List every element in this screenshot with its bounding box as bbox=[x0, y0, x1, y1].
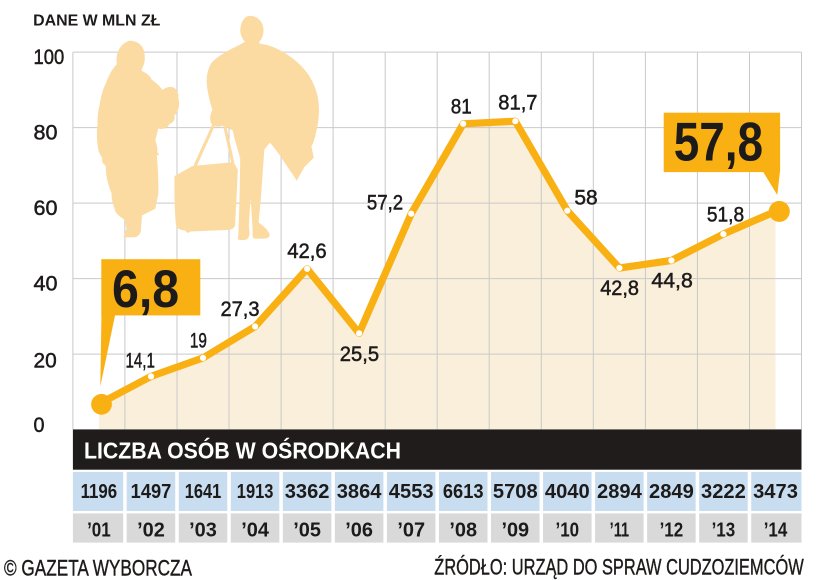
svg-text:20: 20 bbox=[34, 349, 57, 373]
svg-text:3222: 3222 bbox=[701, 480, 746, 503]
svg-text:25,5: 25,5 bbox=[340, 343, 379, 366]
svg-text:ŹRÓDŁO: URZĄD DO SPRAW CUDZOZI: ŹRÓDŁO: URZĄD DO SPRAW CUDZOZIEMCÓW bbox=[434, 554, 804, 579]
svg-text:1641: 1641 bbox=[185, 480, 222, 503]
svg-text:’13: ’13 bbox=[712, 519, 736, 542]
svg-text:6,8: 6,8 bbox=[112, 260, 179, 319]
svg-text:0: 0 bbox=[34, 413, 45, 437]
svg-text:4553: 4553 bbox=[389, 480, 434, 503]
svg-text:’09: ’09 bbox=[501, 519, 529, 542]
svg-text:’02: ’02 bbox=[137, 519, 165, 542]
svg-text:’07: ’07 bbox=[397, 519, 425, 542]
svg-text:14,1: 14,1 bbox=[126, 350, 155, 373]
svg-text:’03: ’03 bbox=[189, 519, 217, 542]
svg-text:40: 40 bbox=[34, 272, 58, 296]
svg-text:’10: ’10 bbox=[556, 519, 580, 542]
svg-text:’12: ’12 bbox=[660, 519, 684, 542]
svg-text:3362: 3362 bbox=[285, 480, 330, 503]
svg-text:6613: 6613 bbox=[443, 480, 484, 503]
svg-text:’05: ’05 bbox=[293, 519, 321, 542]
svg-text:’06: ’06 bbox=[345, 519, 373, 542]
svg-text:’01: ’01 bbox=[87, 519, 111, 542]
svg-text:5708: 5708 bbox=[493, 480, 538, 503]
svg-text:58: 58 bbox=[574, 186, 597, 209]
svg-text:51,8: 51,8 bbox=[707, 203, 744, 226]
svg-text:4040: 4040 bbox=[545, 480, 590, 503]
svg-text:60: 60 bbox=[34, 196, 58, 220]
svg-text:2849: 2849 bbox=[649, 480, 694, 503]
svg-text:1913: 1913 bbox=[237, 480, 274, 503]
svg-text:100: 100 bbox=[34, 45, 65, 69]
svg-text:3864: 3864 bbox=[337, 480, 382, 503]
svg-text:LICZBA OSÓB W OŚRODKACH: LICZBA OSÓB W OŚRODKACH bbox=[84, 437, 401, 464]
svg-text:42,6: 42,6 bbox=[287, 240, 326, 263]
svg-text:’04: ’04 bbox=[241, 519, 269, 542]
svg-text:’11: ’11 bbox=[610, 519, 630, 542]
svg-text:57,8: 57,8 bbox=[674, 110, 763, 172]
svg-text:1497: 1497 bbox=[131, 480, 172, 503]
svg-text:19: 19 bbox=[190, 330, 207, 353]
svg-text:44,8: 44,8 bbox=[651, 270, 692, 293]
svg-text:’08: ’08 bbox=[449, 519, 477, 542]
svg-text:DANE W MLN ZŁ: DANE W MLN ZŁ bbox=[33, 12, 161, 29]
svg-text:81: 81 bbox=[451, 96, 472, 119]
svg-text:© GAZETA WYBORCZA: © GAZETA WYBORCZA bbox=[4, 556, 192, 580]
svg-text:80: 80 bbox=[34, 121, 58, 145]
svg-text:2894: 2894 bbox=[597, 480, 642, 503]
svg-text:1196: 1196 bbox=[81, 480, 118, 503]
svg-text:81,7: 81,7 bbox=[498, 92, 537, 115]
svg-text:42,8: 42,8 bbox=[600, 277, 639, 300]
svg-text:’14: ’14 bbox=[764, 519, 788, 542]
svg-text:27,3: 27,3 bbox=[221, 298, 260, 321]
svg-text:3473: 3473 bbox=[753, 480, 798, 503]
svg-text:57,2: 57,2 bbox=[367, 192, 403, 215]
